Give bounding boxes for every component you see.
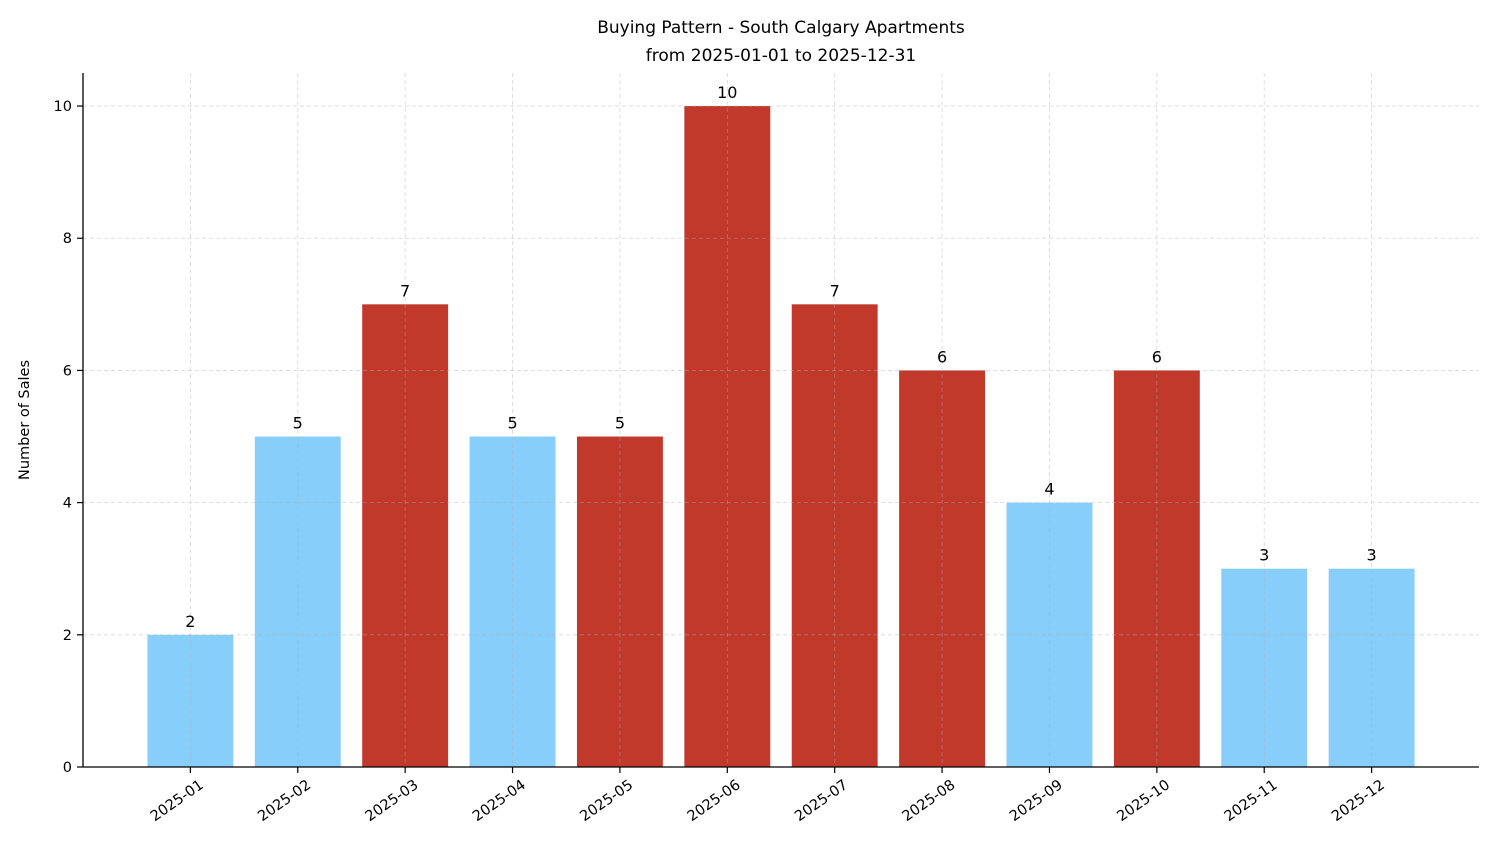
data-label: 10 xyxy=(717,83,737,102)
x-tick-label: 2025-01 xyxy=(148,777,207,825)
x-tick-label: 2025-09 xyxy=(1007,777,1066,825)
x-tick-label: 2025-02 xyxy=(255,777,314,825)
data-label: 5 xyxy=(615,414,625,433)
y-tick-label: 6 xyxy=(63,363,72,379)
data-label: 6 xyxy=(1152,347,1162,366)
chart-subtitle: from 2025-01-01 to 2025-12-31 xyxy=(646,46,916,66)
data-label: 7 xyxy=(400,281,410,300)
data-label: 5 xyxy=(293,414,303,433)
x-tick-label: 2025-04 xyxy=(470,777,529,825)
chart-title: Buying Pattern - South Calgary Apartment… xyxy=(597,18,965,38)
bar-2025-06 xyxy=(684,106,771,768)
y-axis-label: Number of Sales xyxy=(17,360,33,480)
data-label: 6 xyxy=(937,347,947,366)
x-tick-label: 2025-05 xyxy=(577,777,636,825)
y-tick-label: 8 xyxy=(63,231,72,247)
bar-2025-08 xyxy=(899,370,986,767)
y-tick-label: 0 xyxy=(63,760,72,776)
data-label: 4 xyxy=(1044,480,1054,499)
data-label: 3 xyxy=(1259,546,1269,565)
y-tick-label: 4 xyxy=(63,496,72,512)
x-tick-label: 2025-08 xyxy=(900,777,959,825)
y-tick-label: 10 xyxy=(54,99,72,115)
bar-2025-10 xyxy=(1113,370,1200,767)
data-label: 5 xyxy=(507,414,517,433)
x-tick-label: 2025-11 xyxy=(1222,777,1281,825)
data-label: 7 xyxy=(830,281,840,300)
x-tick-label: 2025-03 xyxy=(363,777,422,825)
x-tick-label: 2025-10 xyxy=(1114,777,1173,825)
x-tick-label: 2025-12 xyxy=(1329,777,1388,825)
y-tick-label: 2 xyxy=(63,628,72,644)
x-tick-label: 2025-06 xyxy=(685,777,744,825)
data-label: 2 xyxy=(185,612,195,631)
x-tick-label: 2025-07 xyxy=(792,777,851,825)
data-label: 3 xyxy=(1367,546,1377,565)
